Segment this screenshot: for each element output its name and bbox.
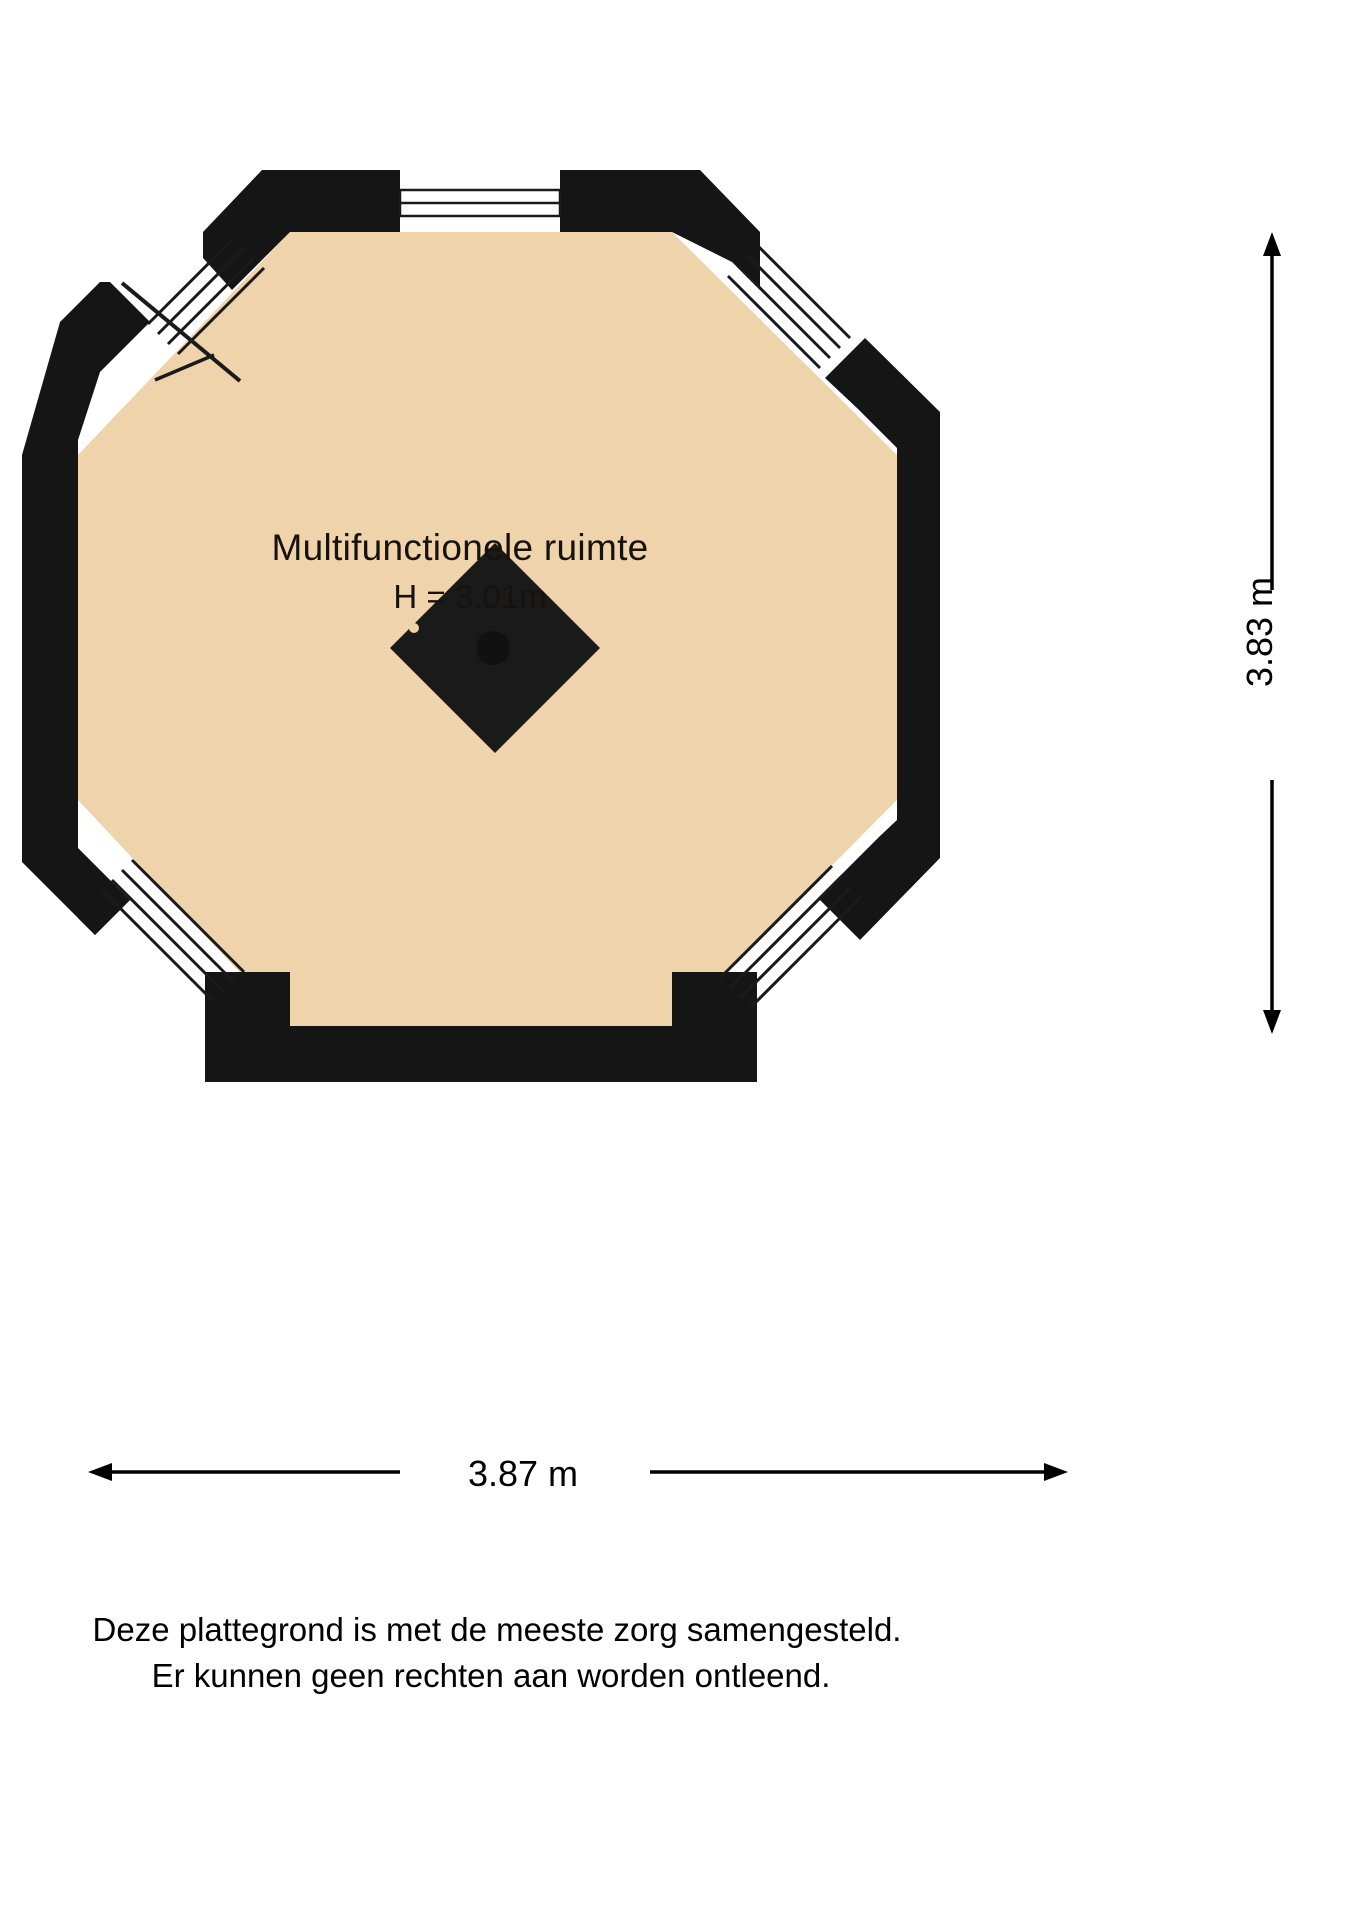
room-name-label: Multifunctionele ruimte xyxy=(271,527,648,568)
wall-bottom-left-diagonal xyxy=(205,972,290,1026)
wall-bottom-right-diagonal xyxy=(712,972,757,1026)
disclaimer-line-1: Deze plattegrond is met de meeste zorg s… xyxy=(93,1611,902,1648)
wall-bottom xyxy=(290,1026,672,1082)
dimension-vertical: 3.83 m xyxy=(1239,232,1304,1034)
door-swing-upper-left xyxy=(120,281,242,383)
window-top xyxy=(398,188,562,218)
wall-lower-right-diagonal xyxy=(818,800,940,940)
window-upper-right xyxy=(726,244,852,370)
room-height-label: H = 3.01m xyxy=(393,578,546,615)
disclaimer-line-2: Er kunnen geen rechten aan worden ontlee… xyxy=(152,1657,831,1694)
wall-upper-left-diagonal xyxy=(22,282,150,470)
dimension-horizontal-label: 3.87 m xyxy=(468,1453,578,1494)
wall-right xyxy=(897,455,940,803)
wall-group xyxy=(22,170,940,1082)
dimension-vertical-label: 3.83 m xyxy=(1239,577,1280,687)
wall-top-right xyxy=(560,170,760,290)
arrow-right-icon xyxy=(1044,1463,1068,1481)
window-lower-left xyxy=(100,858,246,1004)
wall-left-upper xyxy=(22,455,78,803)
central-stove-icon xyxy=(390,543,600,753)
dimension-horizontal: 3.87 m xyxy=(88,1442,1068,1504)
wall-upper-right-diagonal xyxy=(825,338,940,455)
arrow-left-icon xyxy=(88,1463,112,1481)
arrow-down-icon xyxy=(1263,1010,1281,1034)
window-lower-right xyxy=(718,864,864,1010)
wall-left-cap xyxy=(78,862,130,935)
arrow-up-icon xyxy=(1263,232,1281,256)
